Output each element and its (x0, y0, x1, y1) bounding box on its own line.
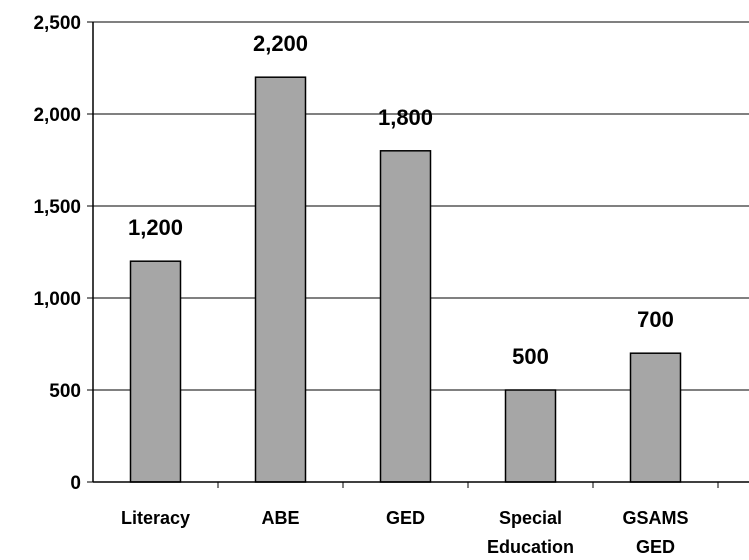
data-labels: 1,200 2,200 1,800 500 700 (128, 31, 674, 369)
y-tick-label: 2,500 (33, 13, 81, 34)
x-tick-label: GSAMS (622, 508, 688, 528)
data-label: 700 (637, 307, 674, 332)
y-tick-label: 0 (70, 473, 81, 494)
y-tick-label: 1,000 (33, 289, 81, 310)
data-label: 1,200 (128, 215, 183, 240)
x-tick-label: Special (499, 508, 562, 528)
data-label: 2,200 (253, 31, 308, 56)
y-tick-label: 1,500 (33, 197, 81, 218)
bar (504, 389, 557, 483)
x-tick-label: Literacy (121, 508, 190, 528)
data-label: 500 (512, 344, 549, 369)
y-tick-label: 500 (49, 381, 81, 402)
y-tick-label: 2,000 (33, 105, 81, 126)
bar (379, 150, 432, 483)
x-tick-label: GED (386, 508, 425, 528)
x-tick-label: GED (636, 537, 675, 557)
axes (92, 22, 749, 483)
bar (629, 352, 682, 483)
y-axis-ticks: 0 500 1,000 1,500 2,000 2,500 (33, 13, 93, 494)
x-tick-label: Education (487, 537, 574, 557)
x-tick-label: ABE (261, 508, 299, 528)
bars (129, 76, 682, 483)
x-axis-ticks: LiteracyABEGEDSpecialEducationGSAMSGEDVc (121, 482, 719, 557)
bar (129, 260, 182, 483)
data-label: 1,800 (378, 105, 433, 130)
bar (254, 76, 307, 483)
